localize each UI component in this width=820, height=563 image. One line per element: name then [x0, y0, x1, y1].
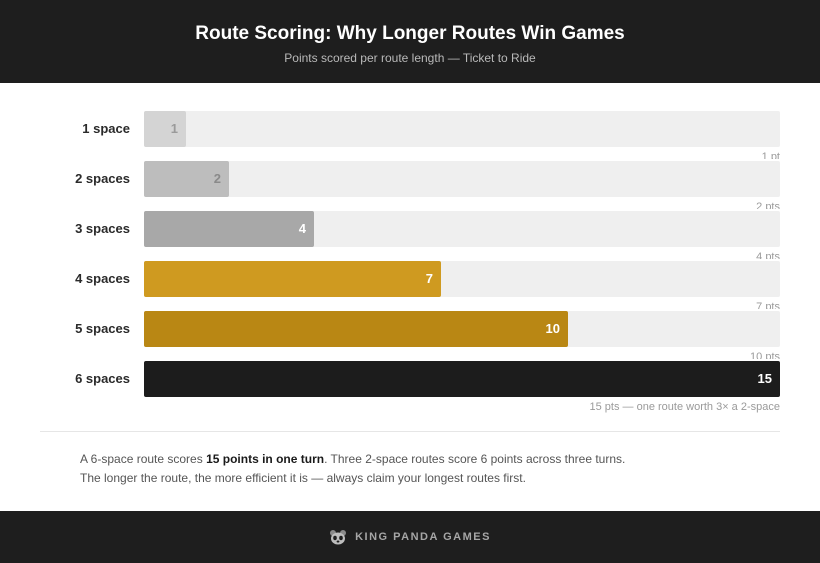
bar-value-label: 7: [425, 271, 433, 286]
bar-value-label: 1: [170, 121, 178, 136]
bar-row: 5 spaces 10 10 pts: [0, 311, 820, 361]
bar-row: 3 spaces 4 4 pts: [0, 211, 820, 261]
bar-note: 2 pts: [756, 201, 780, 209]
category-label: 2 spaces: [75, 171, 130, 186]
footer: KING PANDA GAMES: [0, 511, 820, 563]
footnote-highlight: 15 points in one turn: [206, 452, 325, 466]
bar: 10: [144, 311, 568, 347]
bar-note: 15 pts — one route worth 3× a 2-space: [589, 401, 780, 413]
bar: 2: [144, 161, 229, 197]
bar-note: 10 pts: [750, 351, 780, 359]
footnote: A 6-space route scores 15 points in one …: [80, 450, 760, 488]
chart-header: Route Scoring: Why Longer Routes Win Gam…: [0, 0, 820, 83]
category-label: 3 spaces: [75, 221, 130, 236]
footnote-text-start: A 6-space route scores: [80, 452, 207, 466]
brand-name: KING PANDA GAMES: [355, 531, 491, 543]
bar-track: 4: [144, 211, 780, 247]
bar-value-label: 15: [757, 371, 772, 386]
bar-note: 4 pts: [756, 251, 780, 259]
chart-subtitle: Points scored per route length — Ticket …: [284, 51, 536, 65]
footnote-line-1: A 6-space route scores 15 points in one …: [80, 450, 760, 469]
chart-title: Route Scoring: Why Longer Routes Win Gam…: [195, 23, 625, 44]
divider: [40, 431, 780, 432]
bar: 1: [144, 111, 186, 147]
brand: KING PANDA GAMES: [0, 511, 820, 563]
bar-row: 6 spaces 15 15 pts — one route worth 3× a …: [0, 361, 820, 413]
bar-row: 1 space 1 1 pt: [0, 111, 820, 161]
bar-value-label: 4: [298, 221, 306, 236]
bar-row: 2 spaces 2 2 pts: [0, 161, 820, 211]
bar-note: 7 pts: [756, 301, 780, 309]
bar: 4: [144, 211, 314, 247]
bar-value-label: 10: [545, 321, 560, 336]
bar-track: 2: [144, 161, 780, 197]
bar-value-label: 2: [213, 171, 221, 186]
category-label: 4 spaces: [75, 271, 130, 286]
bar-row: 4 spaces 7 7 pts: [0, 261, 820, 311]
footnote-text-end: . Three 2-space routes score 6 points ac…: [324, 452, 626, 466]
bar-track: 15: [144, 361, 780, 397]
bar-note: 1 pt: [761, 151, 780, 159]
bar-chart: 1 space 1 1 pt 2 spaces 2 2 pts 3 spaces 4 4 pts…: [0, 83, 820, 423]
category-label: 5 spaces: [75, 321, 130, 336]
category-label: 6 spaces: [75, 371, 130, 386]
bar: 7: [144, 261, 441, 297]
footnote-line-2: The longer the route, the more efficient…: [80, 471, 526, 485]
bar-track: 1: [144, 111, 780, 147]
bar-track: 10: [144, 311, 780, 347]
panda-icon: [330, 530, 347, 545]
bar: 15: [144, 361, 780, 397]
bar-track: 7: [144, 261, 780, 297]
category-label: 1 space: [82, 121, 130, 136]
